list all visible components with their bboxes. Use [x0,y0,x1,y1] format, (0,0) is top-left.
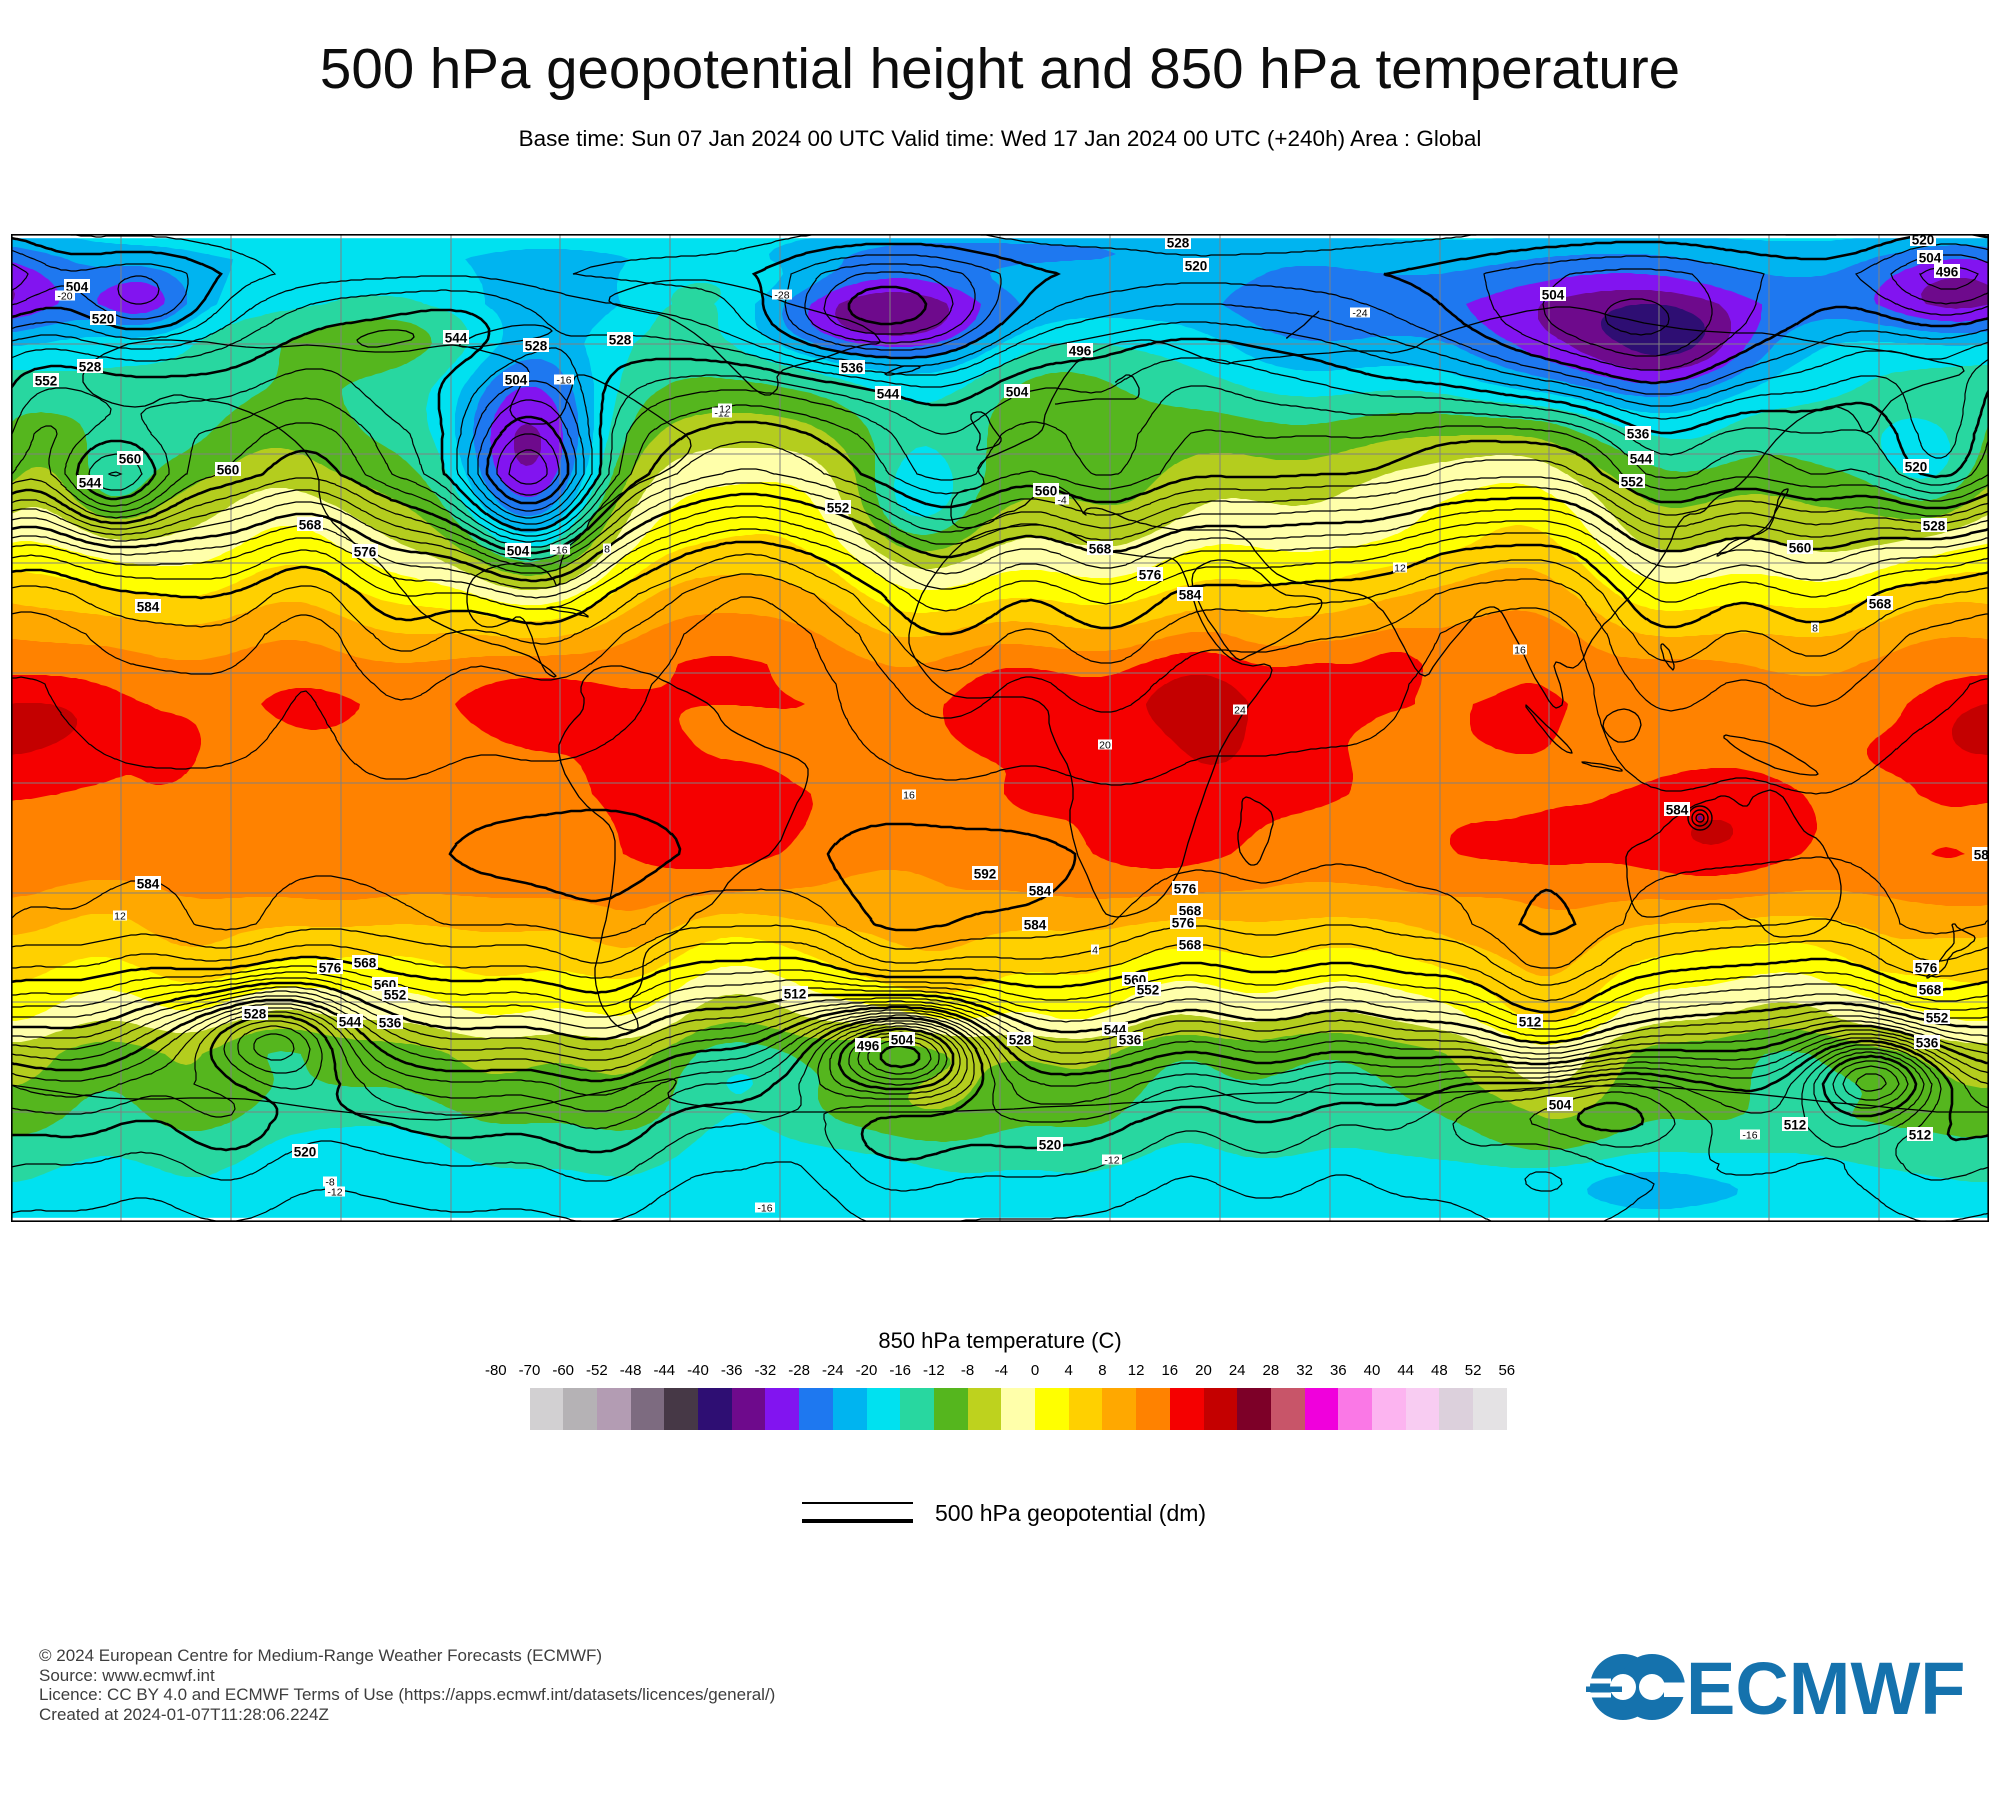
svg-text:568: 568 [1089,542,1112,557]
svg-text:504: 504 [1542,288,1565,303]
svg-text:504: 504 [1919,251,1942,266]
svg-text:576: 576 [354,545,377,560]
svg-text:536: 536 [379,1016,402,1031]
svg-text:520: 520 [1912,234,1935,248]
svg-text:584: 584 [1179,588,1202,603]
svg-text:536: 536 [1627,427,1650,442]
svg-text:16: 16 [903,790,915,802]
svg-text:-12: -12 [327,1187,342,1199]
svg-text:544: 544 [339,1015,362,1030]
svg-text:552: 552 [1926,1011,1949,1026]
svg-text:592: 592 [974,867,997,882]
svg-text:512: 512 [1909,1128,1932,1143]
svg-text:ECMWF: ECMWF [1686,1647,1966,1730]
svg-text:528: 528 [1923,519,1946,534]
svg-text:-4: -4 [1057,495,1066,507]
svg-text:536: 536 [841,361,864,376]
svg-text:568: 568 [299,518,322,533]
svg-text:-16: -16 [556,375,571,387]
svg-text:536: 536 [1119,1033,1142,1048]
svg-text:576: 576 [1174,882,1197,897]
svg-text:584: 584 [1029,884,1052,899]
svg-text:504: 504 [507,544,530,559]
svg-text:544: 544 [79,476,102,491]
svg-text:496: 496 [1069,344,1092,359]
svg-text:560: 560 [119,452,142,467]
svg-text:584: 584 [1974,848,1989,863]
svg-text:568: 568 [1919,983,1942,998]
svg-text:520: 520 [1905,460,1928,475]
svg-text:544: 544 [877,387,900,402]
svg-text:552: 552 [384,988,407,1003]
svg-text:528: 528 [609,333,632,348]
svg-text:496: 496 [1936,265,1959,280]
svg-text:568: 568 [354,956,377,971]
svg-text:12: 12 [719,404,731,416]
svg-text:504: 504 [891,1033,914,1048]
svg-text:528: 528 [525,339,548,354]
svg-text:-16: -16 [757,1203,772,1215]
svg-text:544: 544 [1630,452,1653,467]
svg-text:576: 576 [319,961,342,976]
svg-text:552: 552 [827,501,850,516]
svg-text:552: 552 [35,374,58,389]
svg-text:568: 568 [1869,597,1892,612]
svg-text:576: 576 [1172,916,1195,931]
svg-text:-16: -16 [552,545,567,557]
svg-text:528: 528 [244,1007,267,1022]
svg-text:552: 552 [1621,475,1644,490]
svg-text:520: 520 [294,1145,317,1160]
svg-text:568: 568 [1179,904,1202,919]
svg-text:8: 8 [604,544,610,556]
svg-text:16: 16 [1514,645,1526,657]
svg-text:584: 584 [1666,803,1689,818]
svg-text:-12: -12 [1104,1155,1119,1167]
svg-text:12: 12 [114,911,126,923]
svg-text:512: 512 [1519,1015,1542,1030]
svg-text:-8: -8 [325,1177,334,1189]
svg-text:544: 544 [445,331,468,346]
svg-text:520: 520 [1185,259,1208,274]
svg-text:504: 504 [1006,385,1029,400]
svg-text:576: 576 [1139,568,1162,583]
svg-text:560: 560 [217,463,240,478]
svg-text:568: 568 [1179,938,1202,953]
svg-text:528: 528 [79,360,102,375]
svg-text:24: 24 [1234,705,1246,717]
svg-text:552: 552 [1137,983,1160,998]
svg-text:536: 536 [1916,1036,1939,1051]
svg-text:584: 584 [1024,918,1047,933]
svg-text:8: 8 [1812,623,1818,635]
svg-text:576: 576 [1915,961,1938,976]
svg-text:584: 584 [137,600,160,615]
svg-text:12: 12 [1394,563,1406,575]
svg-text:560: 560 [1035,484,1058,499]
svg-text:512: 512 [784,987,807,1002]
svg-text:560: 560 [1789,541,1812,556]
svg-text:4: 4 [1092,945,1098,957]
svg-text:-20: -20 [57,291,72,303]
svg-text:20: 20 [1099,740,1111,752]
svg-text:496: 496 [857,1039,880,1054]
svg-text:-16: -16 [1742,1130,1757,1142]
svg-text:520: 520 [1039,1138,1062,1153]
svg-text:-24: -24 [1352,308,1367,320]
svg-text:520: 520 [92,312,115,327]
svg-text:504: 504 [1549,1098,1572,1113]
svg-text:-28: -28 [774,290,789,302]
svg-text:584: 584 [137,877,160,892]
svg-text:528: 528 [1167,236,1190,251]
svg-text:504: 504 [505,373,528,388]
svg-text:512: 512 [1784,1118,1807,1133]
svg-text:528: 528 [1009,1033,1032,1048]
